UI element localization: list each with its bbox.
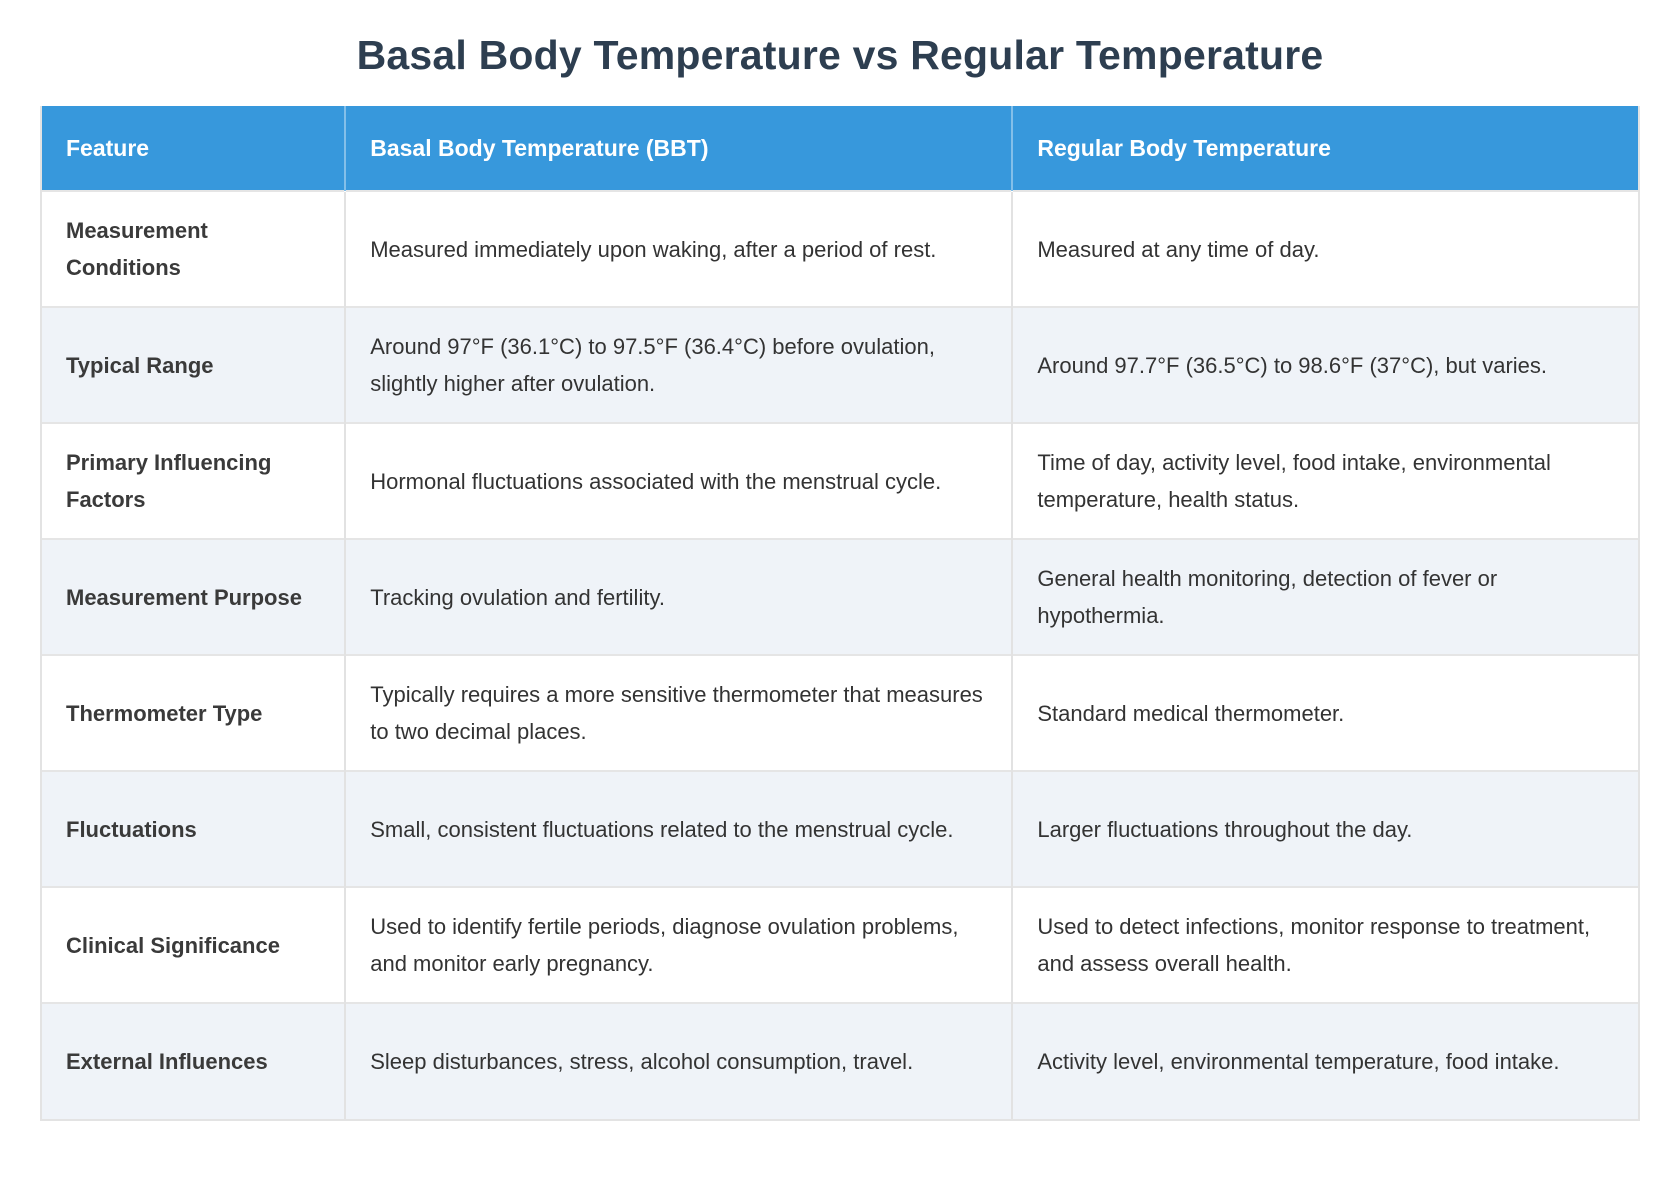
- bbt-cell: Typically requires a more sensitive ther…: [344, 654, 1013, 771]
- column-header-bbt: Basal Body Temperature (BBT): [344, 106, 1013, 191]
- regular-cell: Larger fluctuations throughout the day.: [1011, 770, 1638, 887]
- bbt-cell: Hormonal fluctuations associated with th…: [344, 422, 1013, 539]
- feature-cell: Primary Influencing Factors: [42, 422, 346, 539]
- regular-cell: Measured at any time of day.: [1011, 190, 1638, 307]
- column-header-feature: Feature: [42, 106, 346, 191]
- feature-cell: Measurement Conditions: [42, 190, 346, 307]
- bbt-cell: Around 97°F (36.1°C) to 97.5°F (36.4°C) …: [344, 306, 1013, 423]
- regular-cell: Activity level, environmental temperatur…: [1011, 1002, 1638, 1119]
- table-row: Measurement Conditions Measured immediat…: [42, 190, 1638, 307]
- bbt-cell: Used to identify fertile periods, diagno…: [344, 886, 1013, 1003]
- table-row: Measurement Purpose Tracking ovulation a…: [42, 538, 1638, 655]
- column-header-regular: Regular Body Temperature: [1011, 106, 1638, 191]
- header-row: Feature Basal Body Temperature (BBT) Reg…: [42, 106, 1638, 191]
- page: Basal Body Temperature vs Regular Temper…: [0, 32, 1680, 1121]
- feature-cell: Fluctuations: [42, 770, 346, 887]
- regular-cell: Around 97.7°F (36.5°C) to 98.6°F (37°C),…: [1011, 306, 1638, 423]
- table-row: Clinical Significance Used to identify f…: [42, 886, 1638, 1003]
- table-row: Thermometer Type Typically requires a mo…: [42, 654, 1638, 771]
- feature-cell: Measurement Purpose: [42, 538, 346, 655]
- feature-cell: Clinical Significance: [42, 886, 346, 1003]
- regular-cell: Time of day, activity level, food intake…: [1011, 422, 1638, 539]
- regular-cell: General health monitoring, detection of …: [1011, 538, 1638, 655]
- table-row: Typical Range Around 97°F (36.1°C) to 97…: [42, 306, 1638, 423]
- bbt-cell: Sleep disturbances, stress, alcohol cons…: [344, 1002, 1013, 1119]
- feature-cell: Typical Range: [42, 306, 346, 423]
- bbt-cell: Measured immediately upon waking, after …: [344, 190, 1013, 307]
- feature-cell: External Influences: [42, 1002, 346, 1119]
- bbt-cell: Tracking ovulation and fertility.: [344, 538, 1013, 655]
- table-row: Fluctuations Small, consistent fluctuati…: [42, 770, 1638, 887]
- bbt-cell: Small, consistent fluctuations related t…: [344, 770, 1013, 887]
- regular-cell: Standard medical thermometer.: [1011, 654, 1638, 771]
- page-title: Basal Body Temperature vs Regular Temper…: [356, 32, 1324, 78]
- table-row: Primary Influencing Factors Hormonal flu…: [42, 422, 1638, 539]
- regular-cell: Used to detect infections, monitor respo…: [1011, 886, 1638, 1003]
- comparison-table-wrapper: Feature Basal Body Temperature (BBT) Reg…: [40, 106, 1640, 1121]
- feature-cell: Thermometer Type: [42, 654, 346, 771]
- table-row: External Influences Sleep disturbances, …: [42, 1002, 1638, 1119]
- comparison-table: Feature Basal Body Temperature (BBT) Reg…: [42, 106, 1638, 1119]
